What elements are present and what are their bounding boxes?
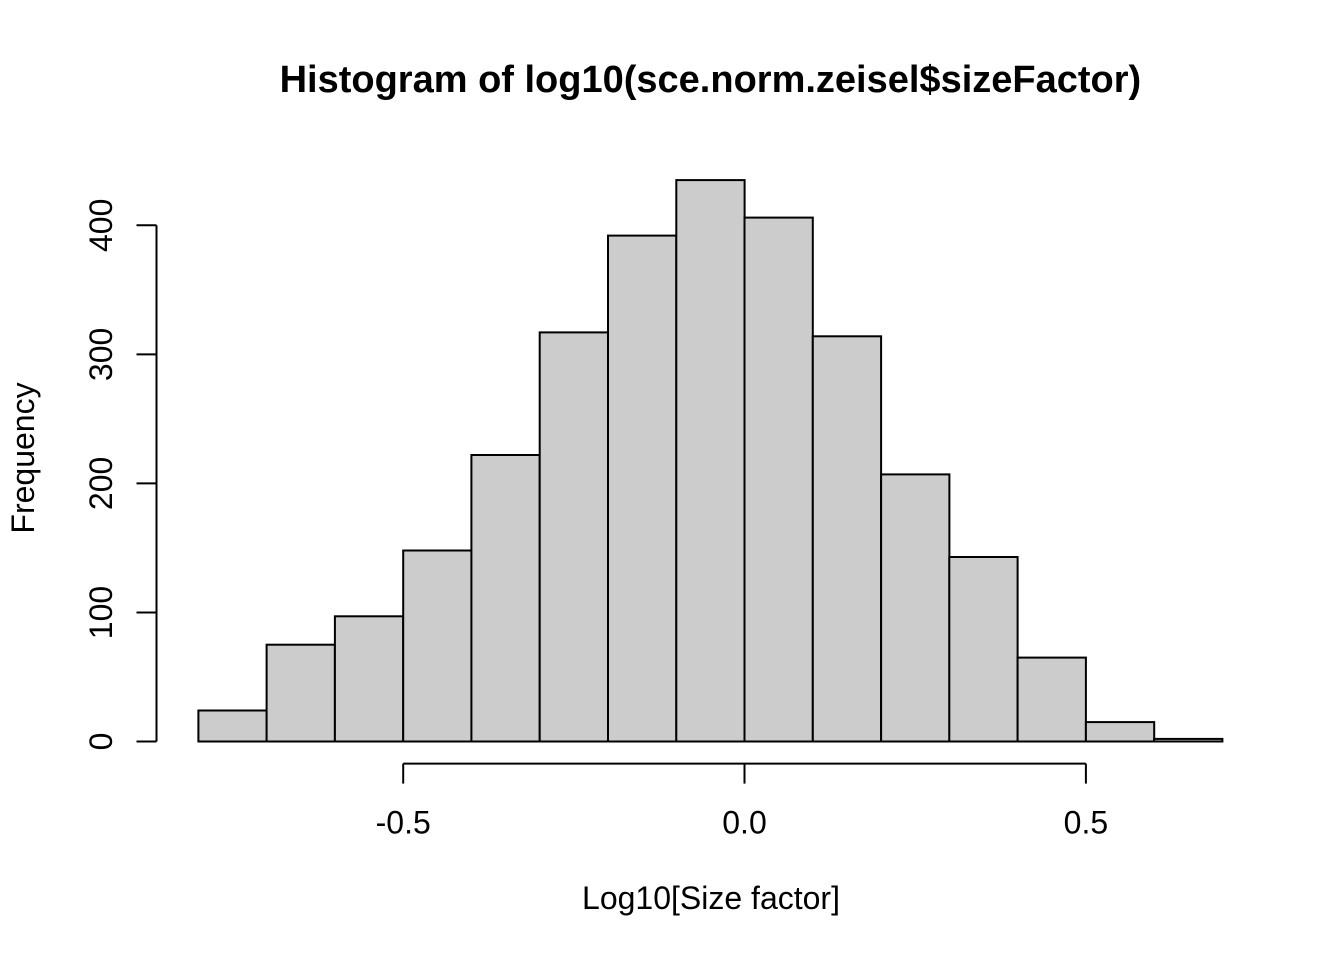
svg-text:0: 0 [83, 733, 119, 751]
svg-text:Log10[Size factor]: Log10[Size factor] [582, 880, 840, 916]
svg-text:100: 100 [83, 586, 119, 639]
svg-text:-0.5: -0.5 [376, 804, 431, 840]
svg-text:Histogram of log10(sce.norm.ze: Histogram of log10(sce.norm.zeisel$sizeF… [280, 59, 1142, 101]
svg-text:400: 400 [83, 199, 119, 252]
svg-text:0.5: 0.5 [1064, 804, 1108, 840]
svg-text:300: 300 [83, 328, 119, 381]
svg-text:0.0: 0.0 [722, 804, 766, 840]
svg-text:Frequency: Frequency [5, 382, 41, 533]
svg-text:200: 200 [83, 457, 119, 510]
